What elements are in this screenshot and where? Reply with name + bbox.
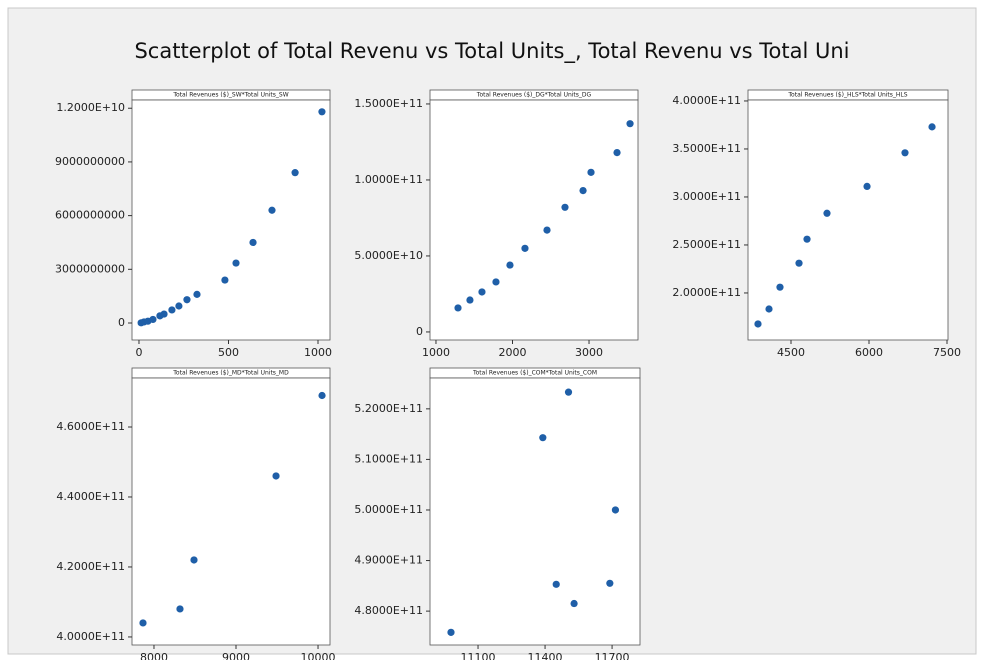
- point: [466, 296, 474, 304]
- point: [901, 149, 909, 157]
- y-tick-label: 6000000000: [55, 209, 125, 222]
- point: [175, 302, 183, 310]
- point: [176, 605, 184, 613]
- plot-area: [131, 377, 331, 646]
- point: [561, 203, 569, 211]
- y-tick-label: 9000000000: [55, 155, 125, 168]
- point: [928, 123, 936, 131]
- y-tick-label: 4.4000E+11: [56, 490, 125, 503]
- point: [863, 182, 871, 190]
- point: [579, 186, 587, 195]
- point: [613, 148, 621, 157]
- x-tick-label: 6000: [855, 346, 883, 359]
- y-tick-label: 5.1000E+11: [354, 452, 423, 465]
- point: [268, 206, 276, 214]
- panel-title: Total Revenues ($)_COM*Total Units_COM: [472, 370, 597, 377]
- x-tick-label: 3000: [575, 346, 603, 359]
- y-tick-label: 3.5000E+11: [672, 142, 741, 155]
- point: [626, 120, 634, 128]
- point: [168, 306, 176, 314]
- panel-title: Total Revenues ($)_DG*Total Units_DG: [476, 92, 592, 99]
- point: [190, 556, 198, 564]
- point: [754, 320, 762, 328]
- point: [543, 226, 551, 234]
- y-tick-label: 4.6000E+11: [56, 420, 125, 433]
- y-tick-label: 3000000000: [55, 262, 125, 275]
- point: [291, 169, 299, 177]
- point: [539, 434, 547, 442]
- y-tick-label: 4.2000E+11: [56, 560, 125, 573]
- plot-area: [131, 99, 331, 341]
- plot-area: [747, 99, 949, 341]
- point: [478, 288, 486, 296]
- y-tick-label: 0: [416, 325, 423, 338]
- x-tick-label: 0: [135, 346, 142, 359]
- point: [221, 276, 229, 284]
- point: [447, 628, 455, 636]
- y-tick-label: 1.5000E+11: [354, 97, 423, 110]
- point: [611, 506, 620, 514]
- point: [606, 579, 614, 587]
- point: [249, 238, 257, 247]
- plot-area: [429, 99, 639, 341]
- point: [587, 168, 595, 176]
- y-tick-label: 5.0000E+10: [354, 249, 423, 262]
- point: [183, 296, 191, 304]
- point: [139, 619, 147, 627]
- point: [765, 305, 773, 313]
- panel-title: Total Revenues ($)_SW*Total Units_SW: [172, 92, 288, 99]
- point: [795, 259, 803, 267]
- chart-title: Scatterplot of Total Revenu vs Total Uni…: [134, 39, 849, 64]
- point: [570, 599, 578, 608]
- panel-title: Total Revenues ($)_MD*Total Units_MD: [172, 370, 289, 377]
- x-tick-label: 9000: [222, 651, 250, 660]
- point: [564, 388, 573, 396]
- x-tick-label: 500: [218, 346, 239, 359]
- y-tick-label: 4.8000E+11: [354, 604, 423, 617]
- point: [149, 315, 157, 324]
- x-tick-label: 7500: [933, 346, 961, 359]
- y-tick-label: 1.2000E+10: [56, 101, 125, 114]
- y-tick-label: 0: [118, 316, 125, 329]
- y-tick-label: 1.0000E+11: [354, 173, 423, 186]
- y-tick-label: 4.0000E+11: [672, 94, 741, 107]
- y-tick-label: 5.2000E+11: [354, 402, 423, 415]
- x-tick-label: 8000: [140, 651, 168, 660]
- point: [521, 244, 529, 252]
- point: [776, 283, 784, 291]
- x-tick-label: 1000: [422, 346, 450, 359]
- point: [232, 259, 240, 267]
- point: [160, 310, 168, 318]
- point: [193, 290, 201, 298]
- x-tick-label: 10000: [301, 651, 336, 660]
- plot-area: [429, 377, 641, 646]
- panel-title: Total Revenues ($)_HLS*Total Units_HLS: [787, 92, 907, 99]
- x-tick-label: 2000: [498, 346, 526, 359]
- y-tick-label: 4.0000E+11: [56, 630, 125, 643]
- x-tick-label: 4500: [777, 346, 805, 359]
- point: [272, 472, 280, 480]
- y-tick-label: 2.5000E+11: [672, 238, 741, 251]
- point: [318, 391, 326, 400]
- x-tick-label: 1000: [304, 346, 332, 359]
- point: [552, 580, 560, 588]
- y-tick-label: 2.0000E+11: [672, 286, 741, 299]
- point: [492, 278, 500, 286]
- x-tick-label: 11700: [595, 651, 630, 660]
- point: [318, 108, 326, 116]
- y-tick-label: 5.0000E+11: [354, 503, 423, 516]
- x-tick-label: 11400: [528, 651, 563, 660]
- y-tick-label: 3.0000E+11: [672, 190, 741, 203]
- point: [454, 304, 462, 312]
- point: [803, 235, 811, 243]
- point: [506, 261, 514, 269]
- point: [823, 209, 831, 217]
- y-tick-label: 4.9000E+11: [354, 554, 423, 567]
- x-tick-label: 11100: [461, 651, 496, 660]
